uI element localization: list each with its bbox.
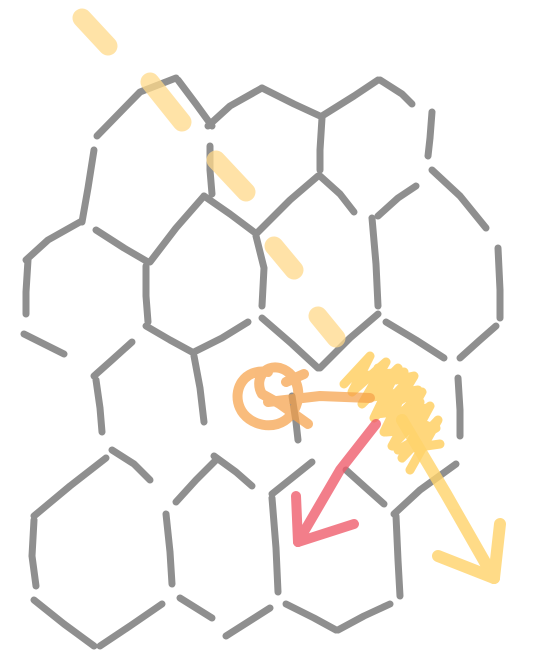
grid-stroke xyxy=(382,318,448,362)
grid-stroke xyxy=(108,446,154,484)
grid-stroke xyxy=(174,76,216,130)
yellow-down-right-arrow-icon xyxy=(396,414,506,584)
grid-stroke xyxy=(282,600,340,634)
grid-stroke xyxy=(172,456,220,506)
grid-stroke xyxy=(28,516,40,590)
grid-stroke xyxy=(316,310,382,372)
hexagon-grid xyxy=(20,74,504,650)
yellow-arrow-head-left xyxy=(432,550,500,584)
grid-stroke xyxy=(252,172,322,238)
grid-stroke xyxy=(210,452,256,490)
grid-stroke xyxy=(96,600,166,650)
grid-stroke xyxy=(78,146,98,226)
dash-segment xyxy=(72,8,118,56)
grid-stroke xyxy=(334,600,394,634)
grid-stroke xyxy=(252,232,268,310)
loop-arrow-shaft xyxy=(263,391,375,407)
red-arrow-head-left xyxy=(291,491,303,547)
yellow-arrow-head-right xyxy=(488,518,506,584)
dash-segment xyxy=(264,236,304,280)
grid-stroke xyxy=(92,376,106,436)
grid-stroke xyxy=(92,226,152,266)
grid-stroke xyxy=(368,214,382,310)
grid-stroke xyxy=(424,108,436,160)
grid-stroke xyxy=(390,460,460,518)
grid-stroke xyxy=(22,256,32,318)
grid-stroke xyxy=(30,454,110,520)
grid-stroke xyxy=(146,192,208,266)
loop-arrow-tip xyxy=(281,369,309,387)
dash-segment xyxy=(140,72,192,132)
grid-stroke xyxy=(162,510,176,588)
grid-stroke xyxy=(93,74,180,140)
grid-stroke xyxy=(258,314,322,372)
dash-segment xyxy=(206,150,256,202)
grid-stroke xyxy=(454,374,464,440)
grid-stroke xyxy=(376,76,416,108)
grid-stroke xyxy=(268,494,282,596)
grid-stroke xyxy=(342,466,388,508)
grid-stroke xyxy=(20,330,68,358)
grid-stroke xyxy=(318,76,382,120)
grid-stroke xyxy=(456,322,500,362)
grid-stroke xyxy=(316,172,358,216)
grid-stroke xyxy=(268,458,316,498)
yellow-arrow-shaft xyxy=(396,414,500,584)
grid-stroke xyxy=(30,596,98,650)
grid-stroke xyxy=(374,182,420,220)
loop-body xyxy=(232,362,313,431)
red-arrow-head-right xyxy=(293,519,359,547)
grid-stroke xyxy=(176,594,216,622)
grid-stroke xyxy=(22,218,84,264)
grid-stroke xyxy=(494,244,504,322)
grid-stroke xyxy=(222,604,274,640)
grid-stroke xyxy=(142,322,196,356)
grid-stroke xyxy=(190,352,208,426)
grid-stroke xyxy=(200,192,258,236)
grid-stroke xyxy=(142,262,152,326)
grid-stroke xyxy=(392,512,404,600)
dashed-yellow-path xyxy=(72,8,346,348)
red-arrow-shaft xyxy=(293,419,381,547)
grid-stroke xyxy=(316,114,326,174)
grid-stroke xyxy=(204,84,266,130)
orange-loop-arrow-icon xyxy=(232,362,375,431)
red-down-left-arrow-icon xyxy=(291,419,381,547)
grid-stroke xyxy=(190,318,252,356)
scribble-stroke xyxy=(373,363,433,431)
grid-stroke xyxy=(258,84,324,120)
grid-stroke xyxy=(428,166,490,232)
grid-stroke xyxy=(90,338,136,380)
dash-segment xyxy=(308,306,346,348)
